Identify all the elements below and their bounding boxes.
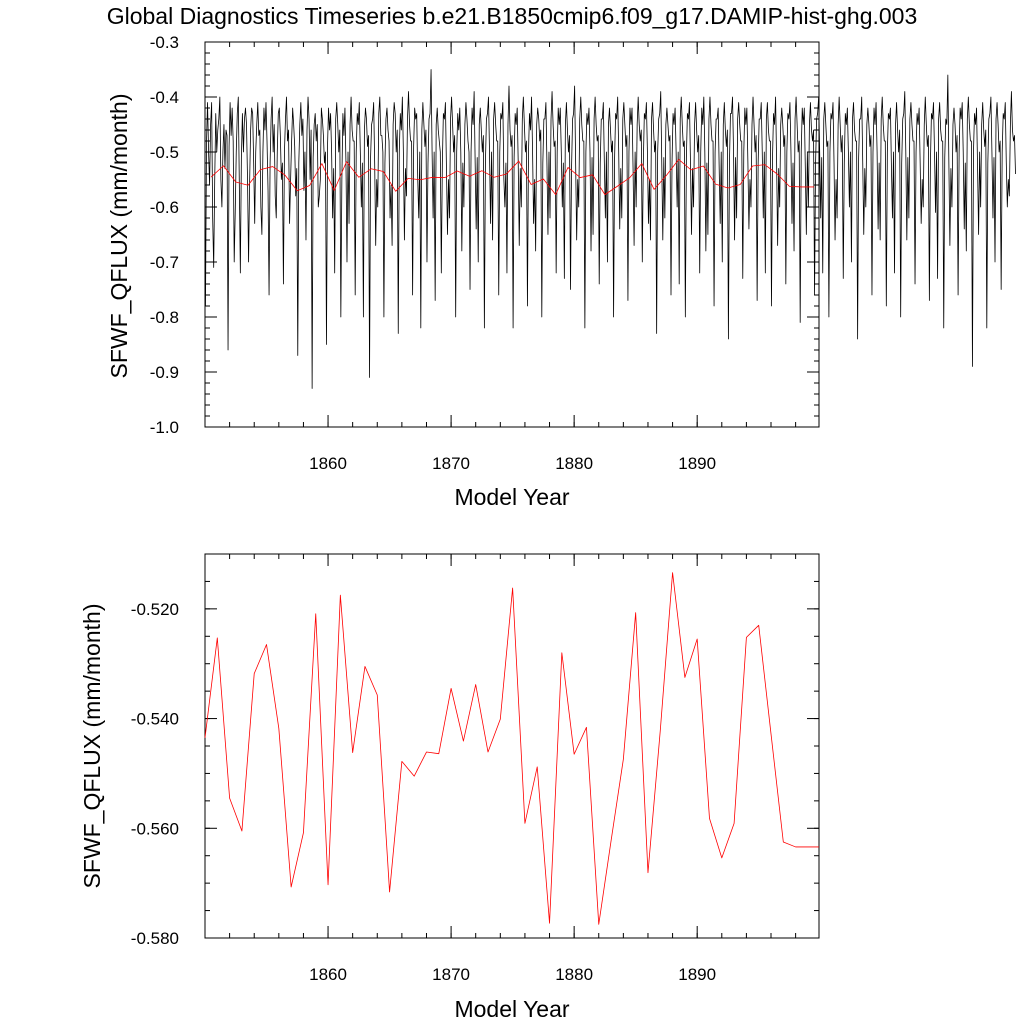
x-tick-label: 1890 <box>678 965 716 984</box>
x-tick-label: 1860 <box>309 454 347 473</box>
series-line-0 <box>204 572 819 925</box>
y-tick-label: -0.4 <box>150 88 179 107</box>
x-axis-label: Model Year <box>454 484 569 510</box>
y-tick-label: -0.6 <box>150 198 179 217</box>
y-tick-label: -0.3 <box>150 33 179 52</box>
y-axis-label: SFWF_QFLUX (mm/month) <box>106 94 132 379</box>
y-tick-label: -0.580 <box>131 929 179 948</box>
y-tick-label: -0.9 <box>150 363 179 382</box>
y-tick-label: -0.5 <box>150 143 179 162</box>
x-tick-label: 1870 <box>432 965 470 984</box>
panel-top: 1860 1870 1880 1890 -0.3 -0.4 -0.5 -0.6 -0.7 -0.8… <box>106 33 1016 510</box>
plot-frame <box>204 553 820 939</box>
axis-ticks: 1860 1870 1880 1890 -0.520 -0.540 -0.560 -0.580 <box>131 553 819 984</box>
y-axis-label: SFWF_QFLUX (mm/month) <box>79 604 105 889</box>
x-tick-label: 1880 <box>555 454 593 473</box>
x-tick-label: 1880 <box>555 965 593 984</box>
x-tick-label: 1860 <box>309 965 347 984</box>
panel-bottom: 1860 1870 1880 1890 -0.520 -0.540 -0.560 -0.580… <box>79 553 820 1022</box>
series-group <box>205 69 1016 389</box>
y-tick-label: -0.540 <box>131 710 179 729</box>
series-line-1 <box>210 159 815 196</box>
figure-title: Global Diagnostics Timeseries b.e21.B185… <box>107 3 918 29</box>
y-tick-label: -0.520 <box>131 600 179 619</box>
series-line-0 <box>205 69 1016 389</box>
x-tick-label: 1890 <box>678 454 716 473</box>
y-tick-label: -0.560 <box>131 819 179 838</box>
plot-frame <box>204 41 820 428</box>
x-axis-label: Model Year <box>454 996 569 1022</box>
x-tick-label: 1870 <box>432 454 470 473</box>
y-tick-label: -0.8 <box>150 308 179 327</box>
y-tick-label: -0.7 <box>150 253 179 272</box>
series-group <box>204 572 819 925</box>
axis-ticks: 1860 1870 1880 1890 -0.3 -0.4 -0.5 -0.6 -0.7 -0.8… <box>150 33 819 473</box>
y-tick-label: -1.0 <box>150 418 179 437</box>
